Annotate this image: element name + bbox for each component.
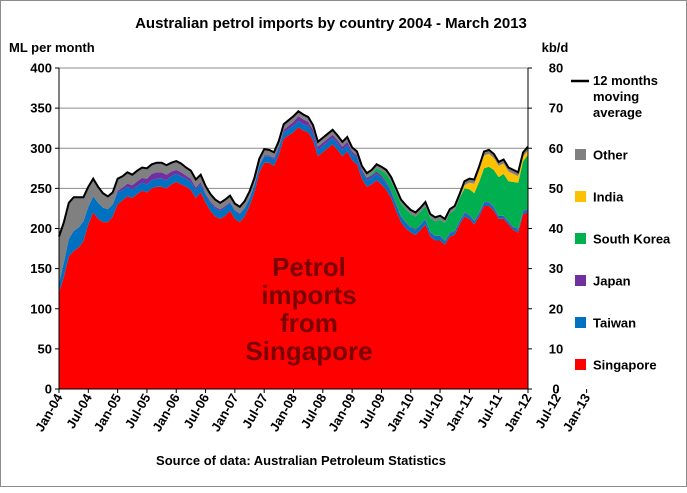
annotation-line-2: imports <box>261 280 356 310</box>
y-tick-label: 0 <box>45 382 52 397</box>
x-tick-label: Jan-07 <box>208 391 242 434</box>
x-tick-label: Jul-08 <box>298 391 330 431</box>
y2-tick-label: 80 <box>549 61 563 76</box>
y2-tick-label: 60 <box>549 141 563 156</box>
source-note: Source of data: Australian Petroleum Sta… <box>156 453 446 468</box>
y-tick-label: 200 <box>30 221 52 236</box>
x-tick-label: Jul-12 <box>532 391 564 431</box>
legend-label-moving-average: 12 months <box>593 73 658 88</box>
legend-swatch-singapore <box>575 359 586 370</box>
x-tick-label: Jan-10 <box>384 391 418 434</box>
legend-label-moving-average: moving <box>593 89 639 104</box>
x-tick-label: Jan-12 <box>501 391 535 434</box>
legend-swatch-india <box>575 191 586 202</box>
area-singapore <box>59 127 528 390</box>
chart-title: Australian petrol imports by country 200… <box>135 15 527 32</box>
y-tick-label: 250 <box>30 181 52 196</box>
y-tick-label: 150 <box>30 261 52 276</box>
x-tick-label: Jul-09 <box>356 391 388 431</box>
legend-label-other: Other <box>593 148 628 163</box>
x-tick-label: Jul-07 <box>239 391 271 431</box>
x-tick-label: Jul-05 <box>122 391 154 431</box>
x-tick-label: Jan-09 <box>325 391 359 434</box>
y-tick-label: 100 <box>30 301 52 316</box>
annotation-line-3: from <box>280 308 338 338</box>
legend-swatch-taiwan <box>575 317 586 328</box>
annotation-line-1: Petrol <box>272 252 346 282</box>
legend-label-south-korea: South Korea <box>593 232 671 247</box>
legend-label-taiwan: Taiwan <box>593 316 636 331</box>
y2-tick-label: 0 <box>552 382 559 397</box>
x-tick-label: Jan-06 <box>149 391 183 434</box>
legend-swatch-south-korea <box>575 233 586 244</box>
x-tick-label: Jul-06 <box>180 391 212 431</box>
y2-tick-label: 50 <box>549 181 563 196</box>
legend-label-singapore: Singapore <box>593 358 657 373</box>
total-imports-line <box>58 110 529 237</box>
y2-tick-label: 70 <box>549 101 563 116</box>
y2-tick-label: 30 <box>549 261 563 276</box>
x-tick-label: Jan-05 <box>91 391 125 434</box>
x-tick-label: Jan-08 <box>267 391 301 434</box>
legend-label-japan: Japan <box>593 274 631 289</box>
y-tick-label: 50 <box>38 341 52 356</box>
x-tick-label: Jan-04 <box>32 390 66 434</box>
plot-area: 0 50 100 150 200 250 300 350 400 0 10 20 30 40 50 60 70 8… <box>30 61 593 435</box>
legend-swatch-japan <box>575 275 586 286</box>
x-tick-label: Jul-11 <box>474 391 505 430</box>
y-tick-label: 300 <box>30 141 52 156</box>
x-tick-label: Jul-04 <box>63 390 95 431</box>
chart-annotation: Petrol imports from Singapore <box>245 252 372 366</box>
legend-label-moving-average: average <box>593 105 642 120</box>
y-axis-right-label: kb/d <box>542 40 569 55</box>
x-tick-label: Jul-10 <box>415 391 447 431</box>
x-tick-label: Jan-13 <box>560 391 594 434</box>
legend-label-india: India <box>593 190 624 205</box>
y-tick-label: 400 <box>30 61 52 76</box>
annotation-line-4: Singapore <box>245 336 372 366</box>
x-tick-label: Jan-11 <box>443 391 476 434</box>
legend-swatch-other <box>575 149 586 160</box>
y2-tick-label: 20 <box>549 301 563 316</box>
y-tick-label: 350 <box>30 101 52 116</box>
y2-tick-label: 40 <box>549 221 563 236</box>
y2-tick-label: 10 <box>549 341 563 356</box>
y-axis-left-label: ML per month <box>9 40 95 55</box>
